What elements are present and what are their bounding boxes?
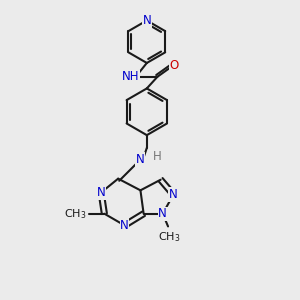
Text: N: N — [136, 153, 145, 166]
Text: CH$_3$: CH$_3$ — [64, 207, 86, 220]
Text: H: H — [153, 150, 162, 163]
Text: N: N — [120, 219, 129, 232]
Text: NH: NH — [122, 70, 140, 83]
Text: CH$_3$: CH$_3$ — [158, 231, 180, 244]
Text: N: N — [169, 188, 178, 201]
Text: N: N — [97, 186, 106, 199]
Text: O: O — [170, 58, 179, 72]
Text: N: N — [142, 14, 151, 27]
Text: N: N — [158, 207, 167, 220]
